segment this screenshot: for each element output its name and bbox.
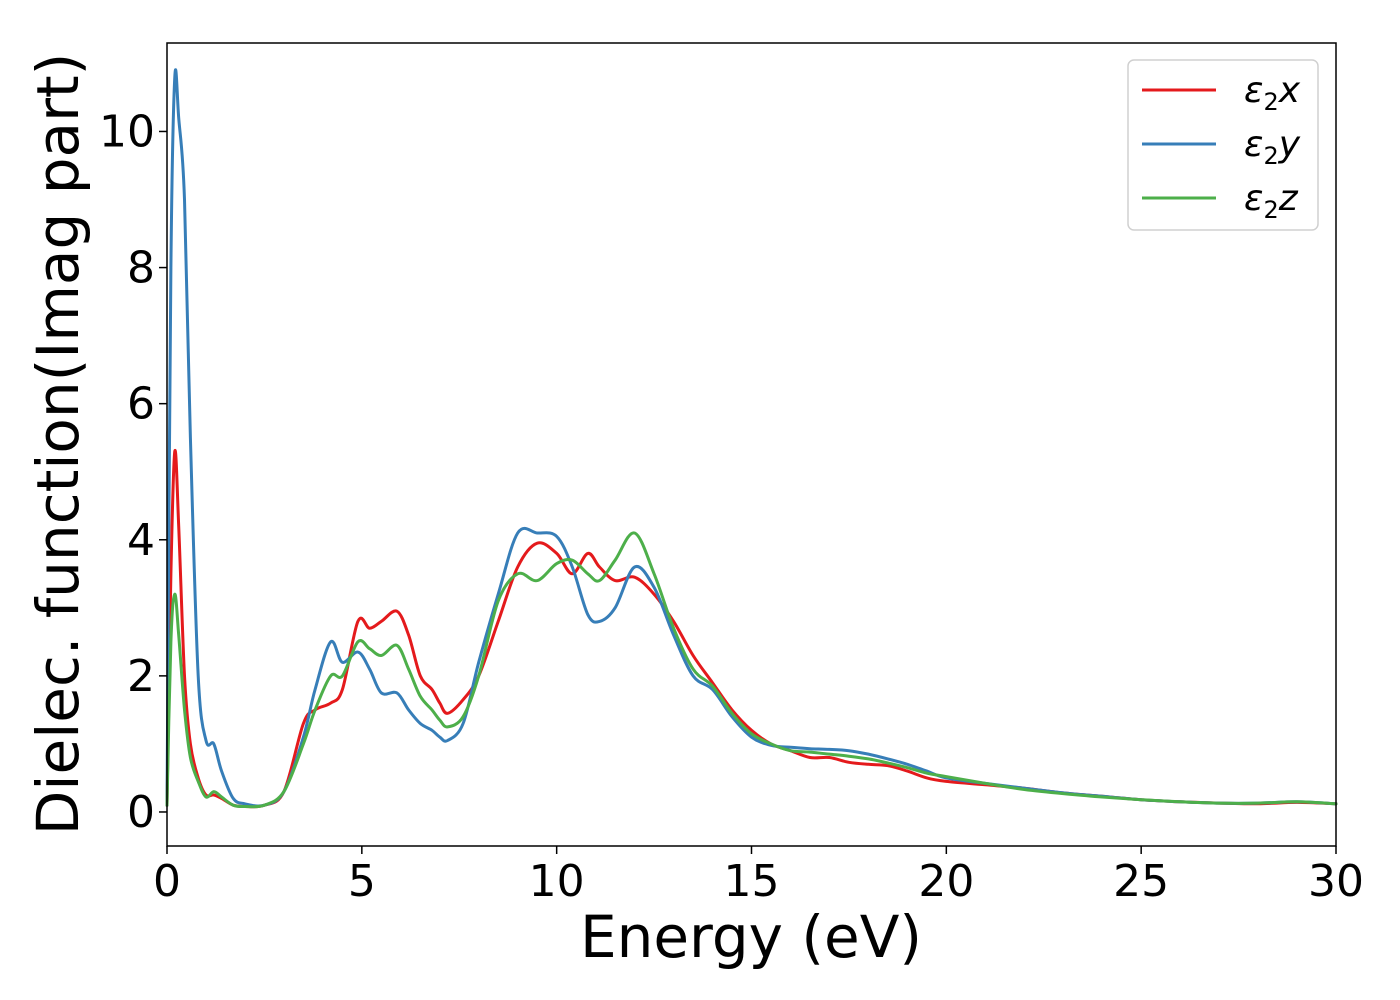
series-line-z [165, 531, 1338, 809]
y-axis-title: Dielec. function(Imag part) [24, 53, 92, 836]
y-tick-label: 8 [127, 243, 155, 294]
y-tick-label: 6 [127, 379, 155, 430]
series-line-y [165, 68, 1338, 808]
x-tick-label: 25 [1113, 856, 1169, 907]
y-tick-label: 10 [99, 106, 155, 157]
legend-label-z: ε2z [1244, 178, 1299, 224]
y-tick-label: 2 [127, 651, 155, 702]
legend-box [1127, 59, 1319, 231]
y-axis: 0 2 4 6 8 10 [99, 106, 167, 838]
y-tick-label: 4 [127, 515, 155, 566]
x-tick-label: 0 [153, 856, 181, 907]
x-tick-label: 5 [348, 856, 376, 907]
x-tick-label: 15 [724, 856, 780, 907]
x-tick-label: 20 [918, 856, 974, 907]
x-axis: 0 5 10 15 20 25 30 [153, 846, 1364, 907]
series-layer [165, 68, 1338, 809]
legend-items: ε2x ε2y ε2z [1142, 70, 1301, 224]
x-axis-title: Energy (eV) [580, 903, 922, 971]
x-tick-label: 30 [1308, 856, 1364, 907]
legend-label-x: ε2x [1244, 70, 1301, 116]
legend: ε2x ε2y ε2z [1127, 59, 1319, 231]
x-tick-label: 10 [529, 856, 585, 907]
legend-label-y: ε2y [1244, 124, 1301, 170]
y-tick-label: 0 [127, 787, 155, 838]
